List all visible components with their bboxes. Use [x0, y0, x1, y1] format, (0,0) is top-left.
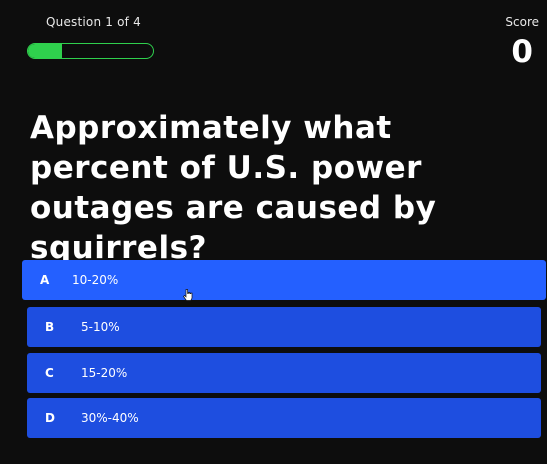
answer-option-a[interactable]: A 10-20%	[22, 260, 546, 300]
answer-option-c[interactable]: C 15-20%	[27, 353, 541, 393]
answer-letter: C	[45, 366, 54, 380]
answer-text: 30%-40%	[81, 411, 139, 425]
score-label: Score	[505, 15, 539, 29]
score-value: 0	[511, 34, 533, 70]
answer-text: 10-20%	[72, 273, 119, 287]
progress-bar	[27, 43, 154, 59]
answer-letter: B	[45, 320, 55, 334]
answer-option-b[interactable]: B 5-10%	[27, 307, 541, 347]
hand-pointer-icon	[183, 289, 193, 301]
answer-text: 15-20%	[81, 366, 128, 380]
question-text: Approximately what percent of U.S. power…	[30, 110, 437, 266]
answer-text: 5-10%	[81, 320, 120, 334]
answer-letter: D	[45, 411, 55, 425]
progress-bar-fill	[28, 44, 62, 58]
answer-option-d[interactable]: D 30%-40%	[27, 398, 541, 438]
question-progress-label: Question 1 of 4	[46, 15, 141, 29]
answer-letter: A	[40, 273, 50, 287]
